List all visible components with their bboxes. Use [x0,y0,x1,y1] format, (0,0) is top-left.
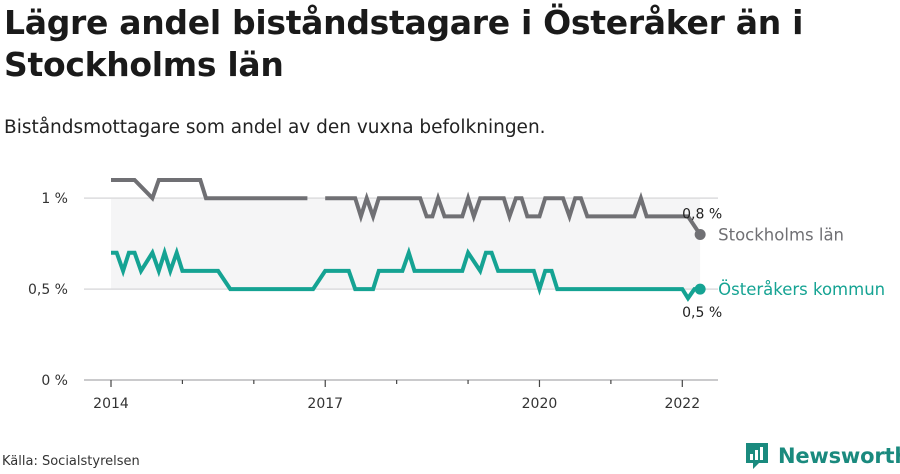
series-labels: Stockholms län 0,8 % Österåkers kommun 0,5 … [682,207,885,322]
x-tick-label: 2020 [522,396,558,412]
line-chart: 0 % 0,5 % 1 % 2014 2017 2020 2022 Stockholms … [28,178,885,412]
y-axis: 0 % 0,5 % 1 % [28,191,68,389]
y-tick-label: 1 % [41,191,68,207]
brand-logo[interactable]: Newsworthy [744,440,900,472]
-ster-kers-kommun-end-dot [694,283,706,295]
end-value-label: 0,5 % [682,305,722,321]
reference-band [111,198,701,290]
x-tick-label: 2022 [664,396,700,412]
-ster-kers-kommun-line [111,246,701,302]
series-name-label: Stockholms län [718,226,844,245]
series-name-label: Österåkers kommun [718,280,885,299]
newsworthy-logo-icon [746,443,768,469]
brand-name: Newsworthy [778,444,900,468]
y-tick-label: 0 % [41,373,68,389]
x-axis: 2014 2017 2020 2022 [93,380,700,412]
y-tick-label: 0,5 % [28,282,68,298]
end-value-label: 0,8 % [682,207,722,223]
x-tick-label: 2014 [93,396,129,412]
chart-title: Lägre andel biståndstagare i Österåker ä… [4,3,804,84]
stockholms-l-n-line [111,178,702,236]
chart-subtitle: Biståndsmottagare som andel av den vuxna… [4,117,546,138]
source-note: Källa: Socialstyrelsen [2,454,140,469]
x-tick-label: 2017 [307,396,343,412]
series-lines [111,178,706,302]
stockholms-l-n-end-dot [694,229,706,241]
